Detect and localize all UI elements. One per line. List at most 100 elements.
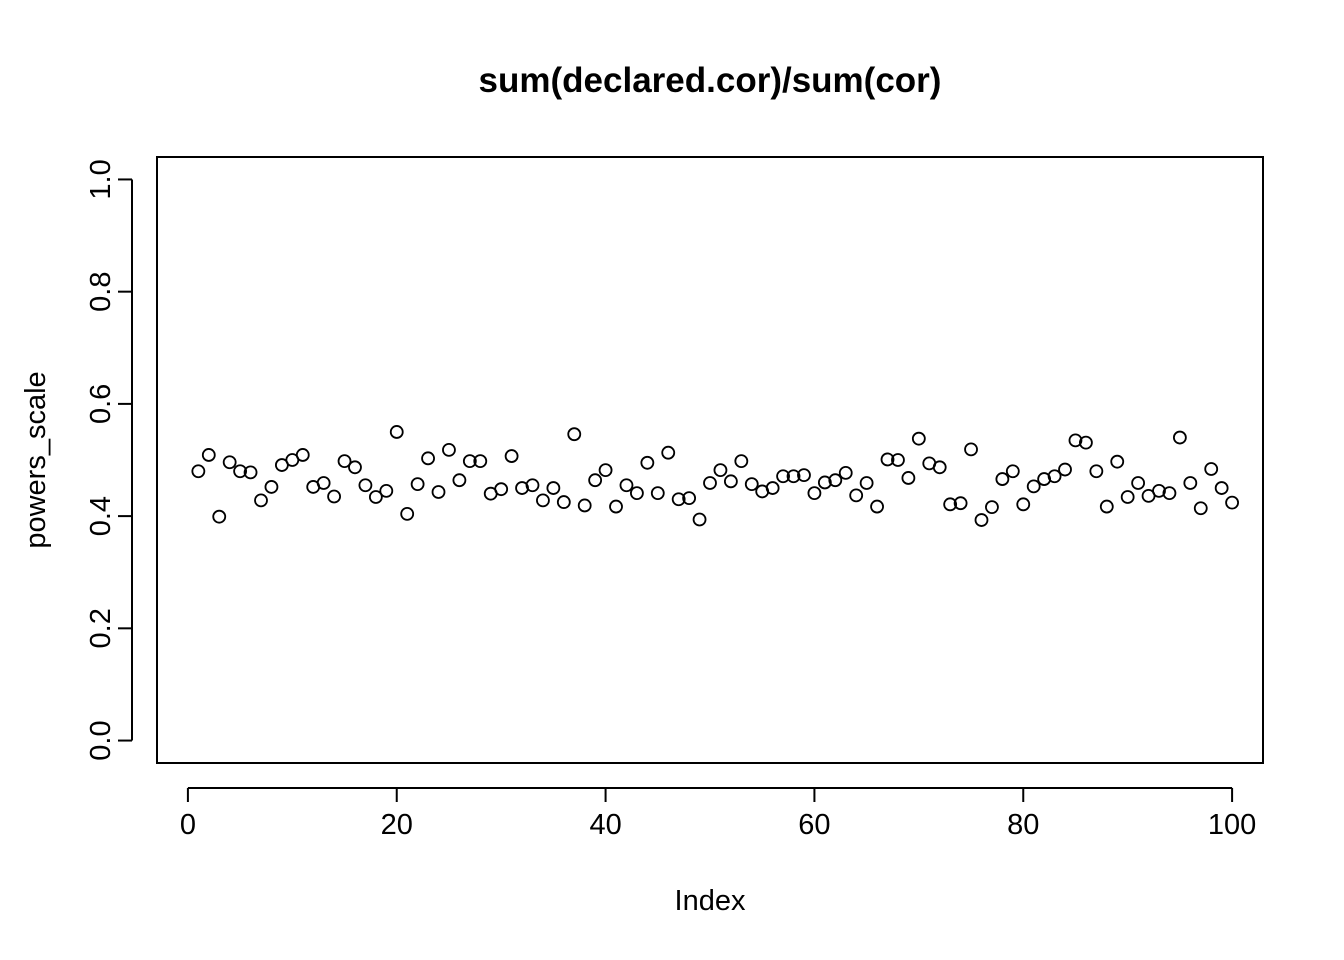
data-point bbox=[703, 476, 717, 490]
data-point bbox=[734, 454, 749, 469]
data-point bbox=[546, 481, 561, 495]
data-point bbox=[807, 486, 822, 501]
data-point bbox=[1225, 495, 1239, 510]
data-point bbox=[473, 454, 488, 469]
y-axis: 0.0 0.2 0.4 0.6 0.8 1.0 bbox=[85, 159, 133, 761]
data-point bbox=[567, 427, 582, 442]
data-point bbox=[985, 500, 999, 515]
data-point bbox=[891, 453, 905, 467]
data-point bbox=[295, 448, 310, 462]
x-tick-label: 20 bbox=[381, 809, 413, 841]
y-tick-label: 0.4 bbox=[85, 496, 117, 536]
data-point bbox=[1131, 476, 1146, 490]
data-point bbox=[598, 463, 613, 478]
data-point bbox=[640, 455, 655, 470]
data-point bbox=[1047, 469, 1062, 484]
data-point bbox=[723, 474, 738, 489]
data-point bbox=[222, 455, 237, 470]
data-point bbox=[452, 473, 467, 488]
x-tick-label: 60 bbox=[798, 809, 830, 841]
data-point bbox=[1120, 490, 1135, 504]
y-tick-label: 0.6 bbox=[85, 384, 117, 424]
data-point bbox=[953, 496, 968, 511]
data-point bbox=[389, 425, 404, 439]
data-point bbox=[1214, 481, 1229, 495]
y-axis-label: powers_scale bbox=[20, 371, 52, 548]
data-point bbox=[1005, 464, 1020, 479]
data-point bbox=[410, 477, 425, 492]
data-point bbox=[880, 452, 895, 467]
data-point bbox=[1152, 483, 1166, 498]
data-point bbox=[556, 495, 571, 509]
data-point bbox=[358, 478, 373, 493]
data-point bbox=[692, 512, 707, 527]
x-axis: 0 20 40 60 80 100 bbox=[180, 787, 1256, 841]
data-points bbox=[191, 425, 1239, 527]
data-point bbox=[1026, 479, 1041, 494]
data-point bbox=[327, 489, 341, 504]
data-point bbox=[1079, 435, 1093, 450]
chart-title: sum(declared.cor)/sum(cor) bbox=[479, 61, 942, 100]
data-point bbox=[243, 465, 258, 480]
data-point bbox=[1058, 462, 1072, 477]
data-point bbox=[682, 491, 697, 506]
data-point bbox=[1089, 464, 1104, 479]
data-point bbox=[817, 475, 832, 490]
data-point bbox=[943, 497, 958, 512]
x-tick-label: 40 bbox=[589, 809, 621, 841]
data-point bbox=[1183, 476, 1198, 490]
data-point bbox=[1110, 454, 1125, 469]
data-point bbox=[442, 442, 456, 457]
x-tick-label: 80 bbox=[1007, 809, 1039, 841]
data-point bbox=[1068, 433, 1083, 448]
data-point bbox=[577, 498, 592, 513]
data-point bbox=[786, 469, 801, 484]
x-axis-label: Index bbox=[675, 885, 746, 917]
data-point bbox=[337, 454, 352, 469]
y-tick-label: 0.8 bbox=[85, 272, 117, 312]
data-point bbox=[536, 493, 550, 508]
data-point bbox=[1204, 462, 1219, 476]
data-point bbox=[849, 488, 864, 503]
data-point bbox=[797, 468, 811, 483]
data-point bbox=[316, 476, 331, 490]
data-point bbox=[421, 451, 435, 466]
data-point bbox=[431, 485, 446, 499]
data-point bbox=[630, 486, 644, 501]
data-point bbox=[1162, 486, 1177, 501]
data-point bbox=[650, 486, 665, 501]
data-point bbox=[828, 473, 843, 488]
data-point bbox=[744, 477, 759, 492]
data-point bbox=[400, 506, 415, 521]
data-point bbox=[974, 513, 989, 527]
data-point bbox=[525, 478, 540, 493]
data-point bbox=[1016, 497, 1031, 512]
data-point bbox=[870, 499, 884, 514]
data-point bbox=[776, 469, 790, 484]
data-point bbox=[588, 473, 603, 488]
data-point bbox=[254, 493, 268, 508]
data-point bbox=[995, 472, 1010, 486]
x-tick-label: 0 bbox=[180, 809, 196, 841]
data-point bbox=[379, 483, 394, 498]
data-point bbox=[348, 460, 362, 475]
data-point bbox=[661, 445, 676, 460]
data-point bbox=[201, 448, 216, 462]
data-point bbox=[619, 478, 634, 493]
y-tick-label: 1.0 bbox=[85, 159, 117, 199]
data-point bbox=[1193, 501, 1208, 516]
data-point bbox=[1172, 430, 1187, 445]
data-point bbox=[609, 499, 623, 514]
data-point bbox=[233, 464, 248, 479]
y-tick-label: 0.0 bbox=[85, 720, 117, 760]
data-point bbox=[765, 481, 780, 495]
data-point bbox=[504, 449, 519, 463]
data-point bbox=[1099, 499, 1114, 514]
data-point bbox=[264, 480, 279, 494]
data-point bbox=[964, 442, 978, 457]
data-point bbox=[838, 466, 853, 480]
y-tick-label: 0.2 bbox=[85, 608, 117, 648]
data-point bbox=[713, 463, 728, 478]
data-point bbox=[932, 460, 947, 475]
